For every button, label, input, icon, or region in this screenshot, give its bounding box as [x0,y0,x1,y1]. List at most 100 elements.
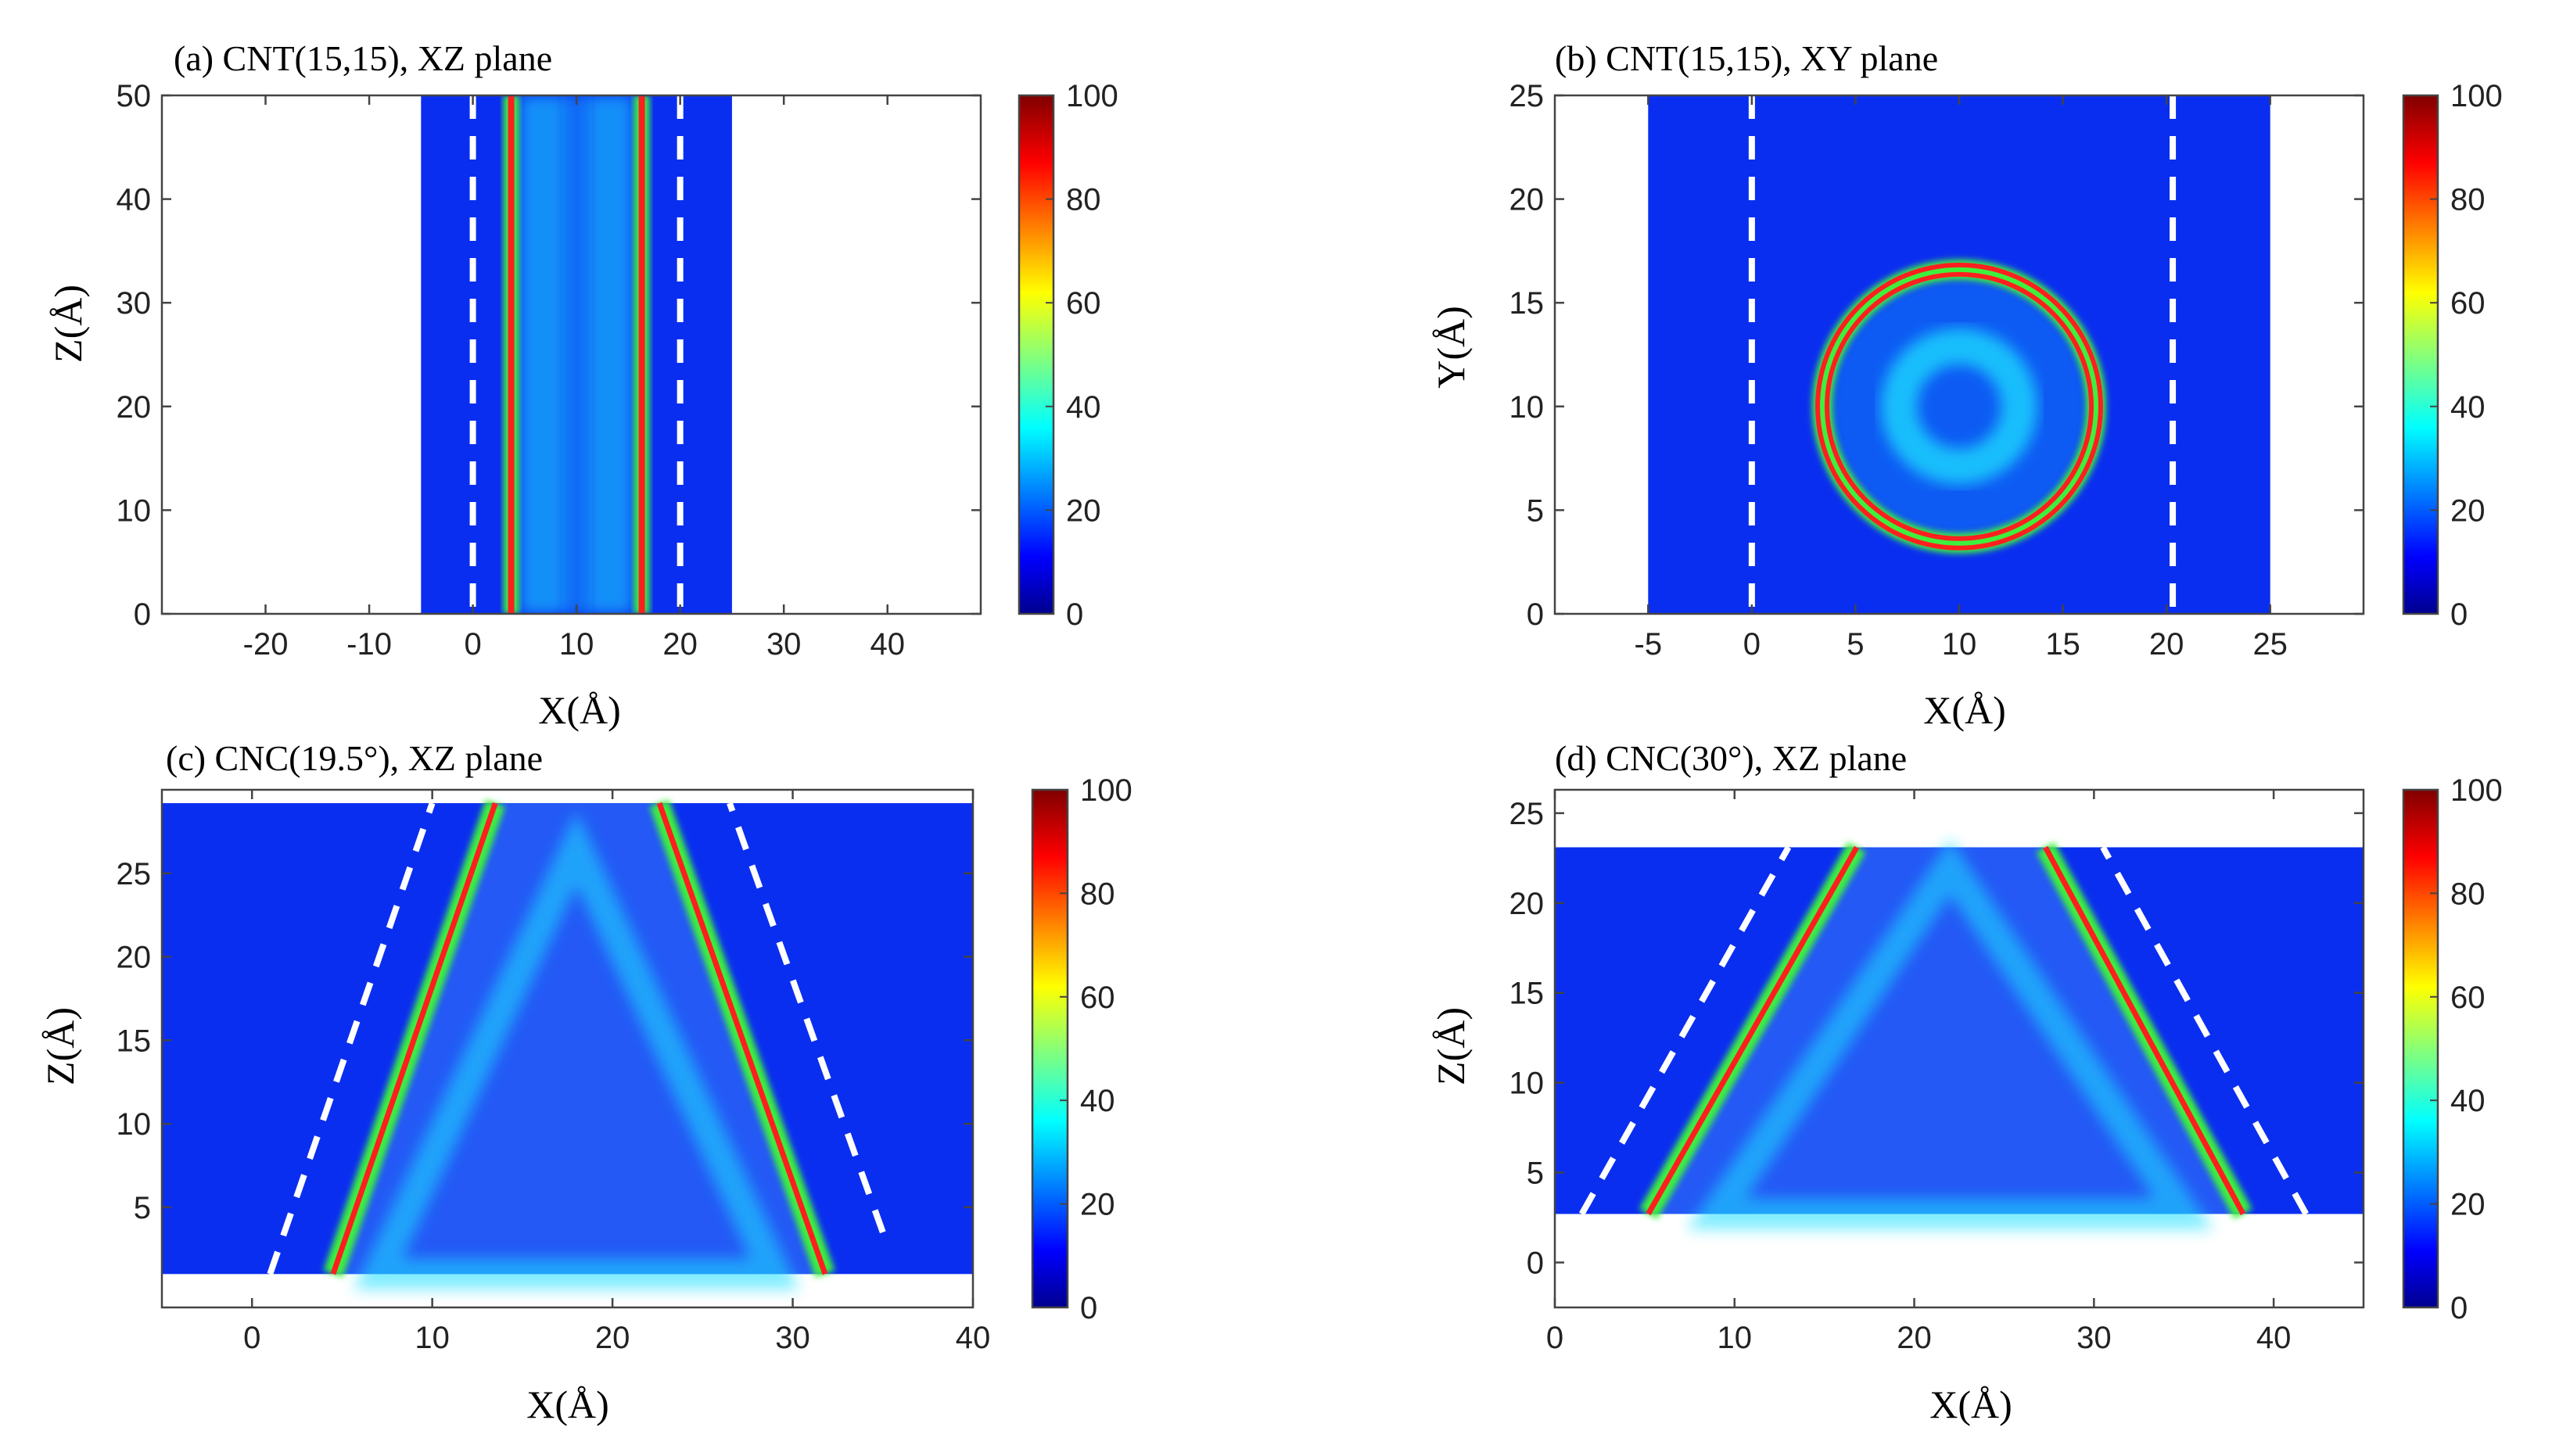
x-tick-label: 25 [2252,627,2288,662]
panel-c-ylabel: Z(Å) [38,1007,82,1085]
colorbar-tick-label: 0 [1080,1291,1097,1325]
colorbar-tick-label: 60 [1066,286,1101,321]
shell-density-line [638,95,645,614]
x-tick-label: 30 [775,1321,810,1355]
x-tick-label: 20 [662,627,698,662]
colorbar-tick-label: 100 [1080,773,1132,808]
x-tick-label: 15 [2045,627,2080,662]
dashed-boundary-line [2100,845,2309,1216]
dashed-boundary-line [267,802,436,1275]
x-tick-label: 0 [1546,1321,1563,1355]
y-tick-label: 5 [134,1191,151,1225]
y-tick-label: 25 [1509,79,1545,113]
inner-density-ring [1881,328,2037,485]
colorbar-tick-label: 80 [1066,183,1101,217]
colorbar [1031,788,1069,1309]
colorbar [2402,94,2439,615]
heatmap-field-group [162,799,973,1290]
y-tick-label: 40 [117,183,152,217]
axes-frame [1553,788,2365,1309]
x-tick-label: 30 [2076,1321,2112,1355]
colorbar [1018,94,1055,615]
colorbar-tick-label: 40 [2450,1084,2486,1118]
panel-b-ylabel: Y(Å) [1429,306,1473,389]
axes-frame [160,94,982,615]
x-tick-label: -20 [243,627,289,662]
dashed-boundary-line [1578,845,1792,1216]
colorbar-tick-label: 100 [2450,79,2503,113]
shell-left-line [1646,845,1860,1216]
panel-c: (c) CNC(19.5°), XZ plane 0 10 20 30 40 5 10 15 2… [38,738,1132,1426]
inner-density-cone [1687,839,2213,1230]
colorbar-tick-label: 40 [1066,390,1101,425]
colorbar-tick-label: 60 [1080,981,1115,1015]
y-tick-label: 5 [1527,1157,1544,1191]
x-tick-label: 40 [956,1321,991,1355]
panel-b-plot: -5 0 5 10 15 20 25 0 5 10 15 20 25 0 20 40 60 80 100 [1509,79,2503,662]
x-tick-label: 30 [766,627,802,662]
inner-density-band [519,95,567,614]
panel-a-ylabel: Z(Å) [46,285,90,363]
x-tick-label: 20 [2149,627,2184,662]
panel-c-xlabel: X(Å) [526,1382,609,1426]
inner-density-cone [354,811,799,1290]
x-tick-label: 40 [2256,1321,2292,1355]
y-tick-label: 20 [117,941,152,975]
colorbar-tick-label: 0 [2450,597,2468,632]
dashed-boundary-line [727,802,886,1234]
x-tick-label: 10 [415,1321,450,1355]
colorbar-tick-label: 100 [2450,773,2503,808]
colorbar-tick-label: 100 [1066,79,1118,113]
colorbar-tick-label: 40 [1080,1084,1115,1118]
panel-a-xlabel: X(Å) [538,688,621,732]
y-tick-label: 0 [134,597,151,632]
colorbar-tick-label: 80 [1080,877,1115,911]
panel-a-title: (a) CNT(15,15), XZ plane [174,38,552,78]
heatmap-field-group [421,95,732,614]
heatmap-field-group [1648,95,2270,614]
y-tick-label: 15 [1509,286,1545,321]
x-tick-label: 0 [243,1321,260,1355]
x-tick-label: 10 [1718,1321,1753,1355]
y-tick-label: 50 [117,79,152,113]
colorbar-tick-label: 20 [2450,1188,2486,1222]
y-tick-label: 25 [117,857,152,891]
y-tick-label: 10 [1509,390,1545,425]
x-tick-label: 10 [559,627,594,662]
panel-a-plot: -20 -10 0 10 20 30 40 0 10 20 30 40 50 0 20 40 60 80 100 [117,79,1118,662]
panel-b-title: (b) CNT(15,15), XY plane [1555,38,1938,78]
panel-b: (b) CNT(15,15), XY plane -5 0 5 10 15 20 25 0 5 1… [1429,38,2503,732]
colorbar-tick-label: 60 [2450,286,2486,321]
x-tick-label: 40 [870,627,905,662]
colorbar-tick-label: 40 [2450,390,2486,425]
y-tick-label: 5 [1527,493,1544,528]
y-tick-label: 10 [1509,1067,1545,1101]
y-tick-label: 0 [1527,597,1544,632]
y-tick-label: 0 [1527,1246,1544,1281]
colorbar-tick-label: 0 [1066,597,1083,632]
ring-interior-glow [1829,275,2090,537]
axes-frame [160,788,975,1309]
shell-density-ring-inner [1825,271,2094,541]
panel-d-ylabel: Z(Å) [1429,1007,1473,1085]
panel-a: (a) CNT(15,15), XZ plane -20 -10 0 10 20 30 40… [46,38,1118,732]
colorbar-tick-label: 60 [2450,981,2486,1015]
colorbar [2402,788,2439,1309]
panel-d-title: (d) CNC(30°), XZ plane [1555,738,1907,778]
x-tick-label: 0 [464,627,481,662]
x-tick-label: 10 [1942,627,1977,662]
y-tick-label: 15 [117,1024,152,1058]
y-tick-label: 20 [117,390,152,425]
colorbar-tick-label: 20 [2450,493,2486,528]
shell-density-line [508,95,515,614]
colorbar-tick-label: 80 [2450,877,2486,911]
panel-d-xlabel: X(Å) [1929,1382,2012,1426]
panel-b-xlabel: X(Å) [1923,688,2006,732]
shell-density-ring-outer [1815,262,2103,550]
y-tick-label: 25 [1509,797,1545,831]
inner-density-band [586,95,634,614]
panel-d: (d) CNC(30°), XZ plane 0 10 20 30 40 0 5 10 15 20… [1429,738,2503,1426]
x-tick-label: 20 [595,1321,630,1355]
panel-c-plot: 0 10 20 30 40 5 10 15 20 25 0 20 40 60 80 100 [117,773,1132,1355]
